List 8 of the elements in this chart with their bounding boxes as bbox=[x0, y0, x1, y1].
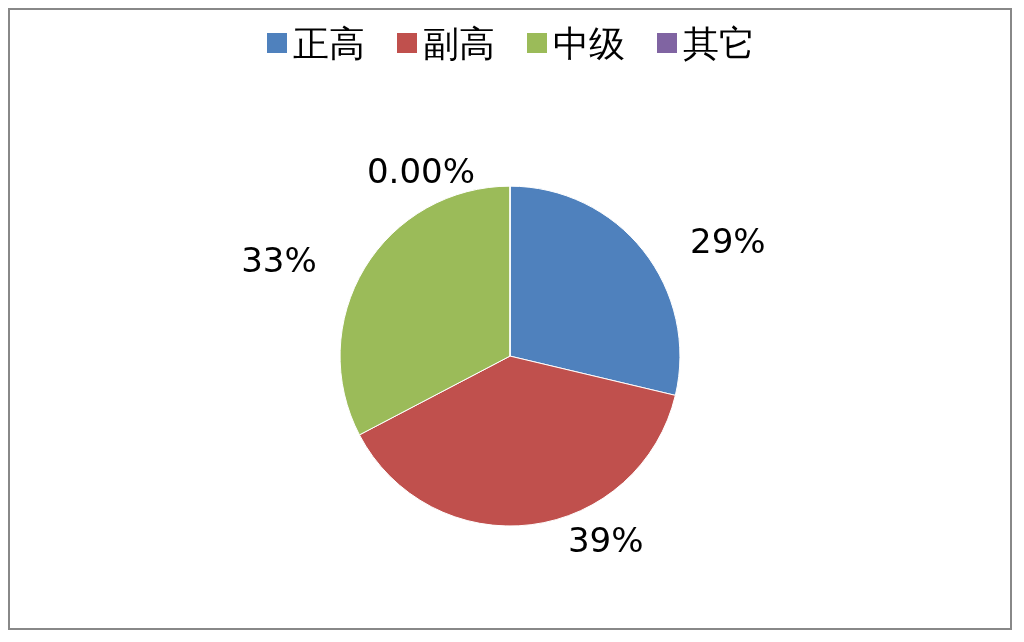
text: 0.00% bbox=[366, 151, 475, 192]
legend-label: 副高 bbox=[423, 22, 495, 64]
data-label: 39% bbox=[567, 519, 644, 560]
legend-label: 正高 bbox=[293, 22, 365, 64]
legend-label: 中级 bbox=[553, 22, 625, 64]
data-label: 33% bbox=[241, 240, 317, 281]
data-label: 29% bbox=[690, 221, 766, 262]
legend-label: 其它 bbox=[683, 22, 755, 64]
